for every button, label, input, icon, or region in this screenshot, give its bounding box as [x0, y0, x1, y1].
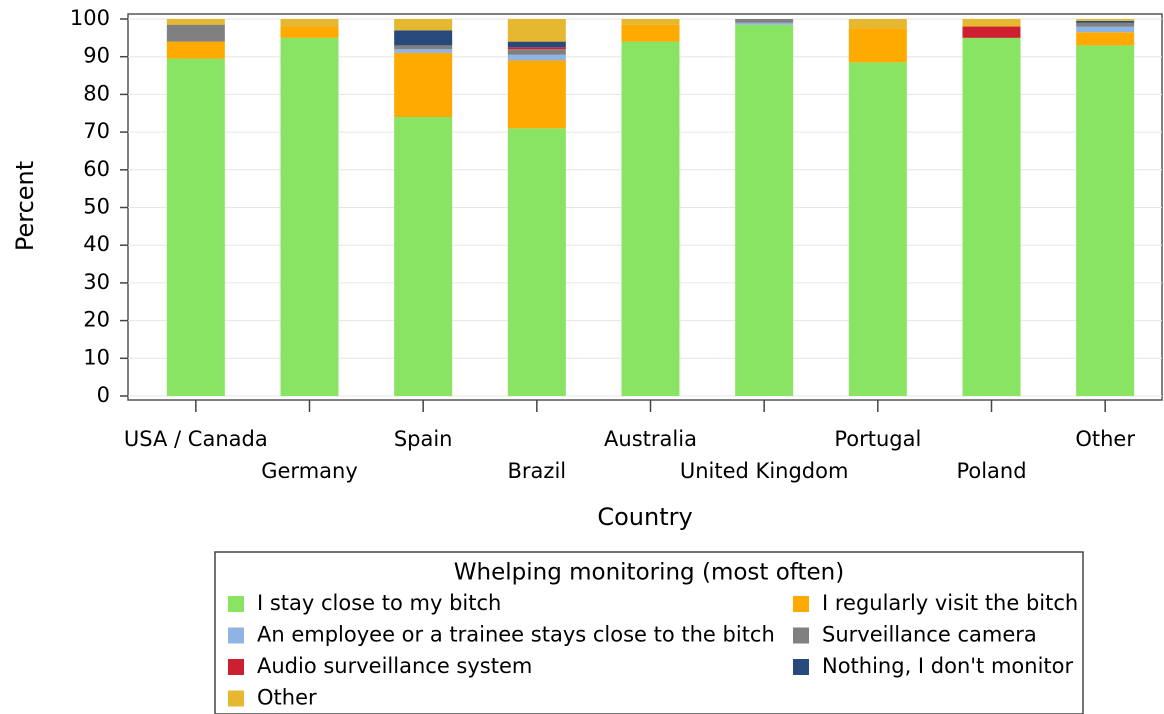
bar-segment: [848, 28, 907, 63]
bar-segment: [394, 52, 453, 118]
y-tick-label: 90: [83, 44, 110, 68]
legend-swatch: [228, 627, 244, 644]
legend-swatch: [228, 659, 244, 675]
legend-swatch: [793, 596, 809, 612]
legend-swatch: [228, 690, 244, 707]
bar-segment: [394, 45, 453, 50]
y-axis-label: Percent: [11, 161, 39, 251]
legend-box: [214, 551, 1084, 714]
bar-segment: [735, 24, 794, 397]
bar-segment: [507, 41, 566, 48]
y-tick-label: 10: [83, 345, 110, 369]
y-tick-label: 100: [70, 6, 110, 30]
legend-label: Other: [257, 686, 317, 710]
x-tick-label: Brazil: [508, 459, 567, 483]
bar-segment: [394, 117, 453, 397]
y-tick-label: 50: [83, 195, 110, 219]
x-axis-label: Country: [597, 503, 692, 531]
bar-segment: [621, 24, 680, 42]
y-tick-label: 20: [83, 308, 110, 332]
y-tick-label: 60: [83, 157, 110, 181]
y-tick-label: 30: [83, 270, 110, 294]
bar-segment: [621, 19, 680, 25]
bar-segment: [280, 19, 339, 27]
x-tick-label: Other: [1075, 427, 1135, 451]
bar-segment: [280, 26, 339, 38]
bar-segment: [507, 60, 566, 129]
bar-segment: [1076, 20, 1135, 23]
bar-segment: [962, 37, 1021, 396]
x-tick-label: Poland: [956, 459, 1026, 483]
bar-segment: [507, 54, 566, 61]
bar-segment: [962, 26, 1021, 38]
bar-segment: [507, 128, 566, 396]
bar-segment: [735, 22, 794, 25]
x-tick-label: Portugal: [834, 427, 921, 451]
legend-label: I regularly visit the bitch: [822, 591, 1078, 615]
x-tick-label: Germany: [261, 459, 358, 483]
bar-segment: [166, 19, 225, 25]
bar-segment: [962, 19, 1021, 27]
legend-label: Nothing, I don't monitor: [822, 654, 1073, 678]
bar-segment: [166, 58, 225, 397]
legend-label: I stay close to my bitch: [257, 591, 501, 615]
y-tick-label: 0: [97, 383, 110, 407]
legend-swatch: [793, 659, 809, 675]
bar-segment: [394, 19, 453, 31]
bar-segment: [1076, 32, 1135, 46]
bar-segment: [848, 62, 907, 396]
bar-segment: [507, 49, 566, 55]
legend-title: Whelping monitoring (most often): [454, 560, 844, 586]
bar-segment: [166, 41, 225, 59]
bar-segment: [507, 19, 566, 42]
legend-swatch: [228, 596, 244, 612]
bar-segment: [848, 19, 907, 29]
y-tick-label: 80: [83, 81, 110, 105]
legend-swatch: [793, 627, 809, 644]
bar-segment: [1076, 22, 1135, 27]
y-tick-label: 70: [83, 119, 110, 143]
legend-label: An employee or a trainee stays close to …: [257, 623, 775, 647]
bar-segment: [394, 49, 453, 53]
bar-segment: [1076, 19, 1135, 21]
x-tick-label: United Kingdom: [680, 459, 849, 483]
bar-segment: [280, 37, 339, 396]
bar-segment: [507, 47, 566, 50]
bar-segment: [394, 30, 453, 46]
y-tick-label: 40: [83, 232, 110, 256]
bar-segment: [1076, 26, 1135, 33]
x-tick-label: Australia: [604, 427, 697, 451]
x-tick-label: USA / Canada: [124, 427, 268, 451]
bar-segment: [735, 19, 794, 23]
bar-segment: [1076, 45, 1135, 396]
bar-segment: [621, 41, 680, 397]
legend-label: Audio surveillance system: [257, 654, 532, 678]
legend-label: Surveillance camera: [822, 623, 1037, 647]
bar-segment: [166, 24, 225, 42]
x-tick-label: Spain: [394, 427, 453, 451]
